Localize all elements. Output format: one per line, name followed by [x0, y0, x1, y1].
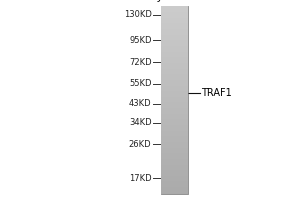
Text: Jurkat: Jurkat: [159, 0, 189, 2]
Text: 95KD: 95KD: [129, 36, 152, 45]
Text: 72KD: 72KD: [129, 58, 152, 67]
Text: 34KD: 34KD: [129, 118, 152, 127]
Ellipse shape: [164, 135, 182, 141]
Bar: [160, 6, 188, 194]
Text: 17KD: 17KD: [129, 174, 152, 183]
Text: 26KD: 26KD: [129, 140, 152, 149]
Text: TRAF1: TRAF1: [201, 88, 232, 98]
Text: 43KD: 43KD: [129, 99, 152, 108]
Text: 55KD: 55KD: [129, 79, 152, 88]
Text: 130KD: 130KD: [124, 10, 152, 19]
Ellipse shape: [162, 89, 186, 97]
